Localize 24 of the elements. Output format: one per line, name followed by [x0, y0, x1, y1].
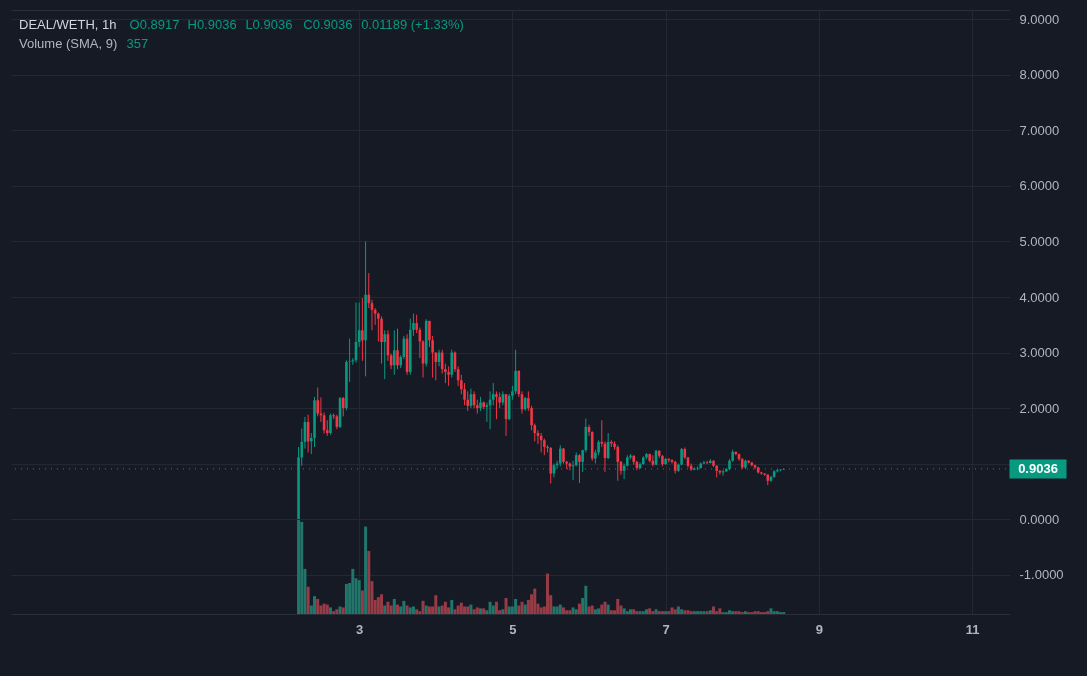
- annotation: 357: [126, 36, 149, 51]
- annotation: L0.9036: [245, 17, 293, 32]
- annotation: O0.8917: [129, 17, 180, 32]
- y-tick-label: 4.0000: [1019, 289, 1060, 305]
- annotation: 0.01189 (+1.33%): [361, 17, 464, 32]
- y-tick-label: 5.0000: [1019, 234, 1060, 249]
- ref-line-label: 0.9036: [1018, 460, 1058, 476]
- y-tick-label: 0.0000: [1019, 511, 1060, 527]
- text: DEAL/WETH, 1h: [19, 17, 117, 32]
- y-tick-label: 2.0000: [1019, 400, 1060, 416]
- y-tick-label: 9.0000: [1019, 11, 1060, 27]
- annotation: Volume (SMA, 9): [19, 36, 118, 51]
- x-tick-label: 3: [356, 621, 364, 637]
- y-tick-label: 3.0000: [1019, 345, 1060, 361]
- y-tick-label: 6.0000: [1019, 178, 1060, 194]
- x-tick-label: 9: [815, 621, 823, 637]
- x-tick-label: 7: [662, 621, 670, 637]
- x-tick-label: 5: [509, 621, 517, 637]
- annotation: C0.9036: [303, 17, 353, 32]
- x-tick-label: 11: [965, 621, 980, 637]
- annotation: H0.9036: [187, 17, 237, 32]
- y-tick-label: 7.0000: [1019, 122, 1060, 138]
- y-tick-label: -1.0000: [1019, 567, 1064, 583]
- y-tick-label: 8.0000: [1019, 67, 1060, 83]
